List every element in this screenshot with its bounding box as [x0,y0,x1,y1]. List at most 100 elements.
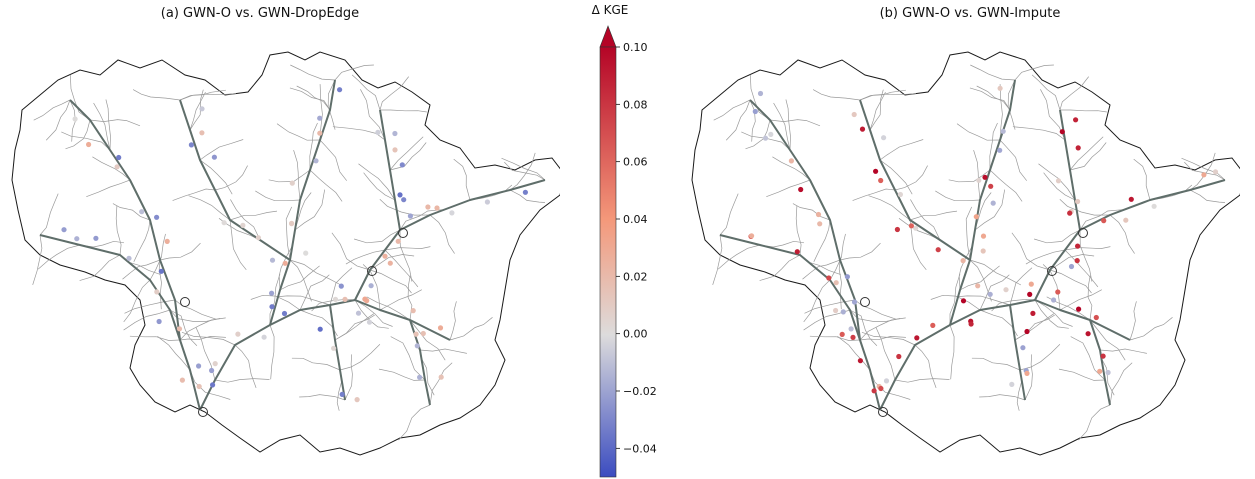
minor-river [909,210,958,221]
station-point [401,197,407,203]
minor-river [999,84,1003,141]
basin-outline [11,51,560,456]
minor-river [157,336,191,371]
station-point [210,382,216,388]
station-point [1051,297,1057,303]
minor-river [188,195,231,221]
station-point [794,249,800,255]
minor-river [369,269,412,294]
station-point [139,209,145,215]
station-point [449,210,455,216]
minor-river [122,259,161,280]
minor-river [132,89,181,101]
minor-river [792,203,831,221]
minor-river [453,158,471,201]
minor-river [360,89,386,141]
station-point [126,255,132,261]
minor-river [65,119,91,150]
station-point [72,116,78,122]
minor-river [1064,246,1111,251]
station-point [897,191,903,198]
minor-river [278,246,293,291]
minor-river [429,362,453,406]
minor-river [449,317,493,341]
minor-river [93,102,111,151]
station-point [337,87,343,93]
minor-river [1014,313,1055,341]
minor-river [189,92,206,131]
station-point [338,283,344,289]
station-point [1201,172,1207,178]
minor-river [61,131,111,151]
minor-river [159,242,201,261]
minor-river [399,209,443,231]
minor-river [299,274,330,311]
minor-river [809,335,861,341]
minor-river [894,378,950,383]
minor-river [910,199,941,241]
map-panel-b [691,51,1240,456]
minor-river [1059,289,1102,311]
minor-river [329,267,353,306]
station-point [817,221,823,227]
minor-river [358,163,396,201]
station-point [798,186,804,193]
minor-river [745,119,771,150]
minor-river [1099,348,1147,354]
minor-river [1049,269,1092,294]
minor-river [1034,299,1073,327]
station-point [833,280,839,286]
station-point [913,225,919,231]
colorbar-tick-label: −0.04 [623,442,657,455]
station-point [1075,145,1081,151]
colorbar-tick-label: 0.10 [623,41,648,54]
major-river [39,234,201,411]
station-point [975,283,981,289]
station-point [1068,263,1075,270]
major-river [379,109,401,231]
station-point [980,233,987,239]
map-panel-a [11,51,560,456]
minor-river [1059,76,1089,111]
station-point [154,214,160,220]
minor-river [509,152,536,191]
minor-river [999,139,1027,181]
minor-river [1007,79,1016,130]
minor-river [172,188,216,201]
minor-river [334,313,375,341]
colorbar-ticks: 0.10 0.08 0.06 0.04 0.02 0.00 −0.02 −0.04 [616,41,657,455]
station-point [164,238,170,244]
station-point [990,200,996,206]
minor-river [1031,74,1061,111]
station-point [339,391,345,397]
minor-river [1009,267,1033,306]
minor-river [812,89,861,101]
station-point [317,326,323,332]
minor-river [124,299,176,314]
colorbar-tick-label: 0.02 [623,270,648,283]
station-point [209,367,215,374]
minor-river [89,119,141,127]
station-point [1076,306,1082,312]
minor-river [965,206,973,261]
station-point [317,130,323,136]
minor-river [1181,157,1226,181]
minor-river [869,92,886,131]
outlet-markers [860,228,1088,417]
major-river [329,304,346,401]
station-point [844,274,850,280]
minor-river [979,394,1026,401]
station-point [1000,128,1006,134]
station-point [826,275,832,281]
station-point [61,227,67,233]
colorbar: Δ KGE 0.10 0.08 0.06 0.04 0.02 0.00 −0.02 −0.04 [592,3,657,478]
minor-river [1133,158,1151,201]
station-points [748,85,1219,394]
station-point [960,258,966,264]
station-point [366,319,373,325]
minor-river [712,234,723,286]
station-point [434,205,440,211]
minor-river [509,189,546,203]
minor-river [129,335,181,341]
station-point [196,383,202,390]
